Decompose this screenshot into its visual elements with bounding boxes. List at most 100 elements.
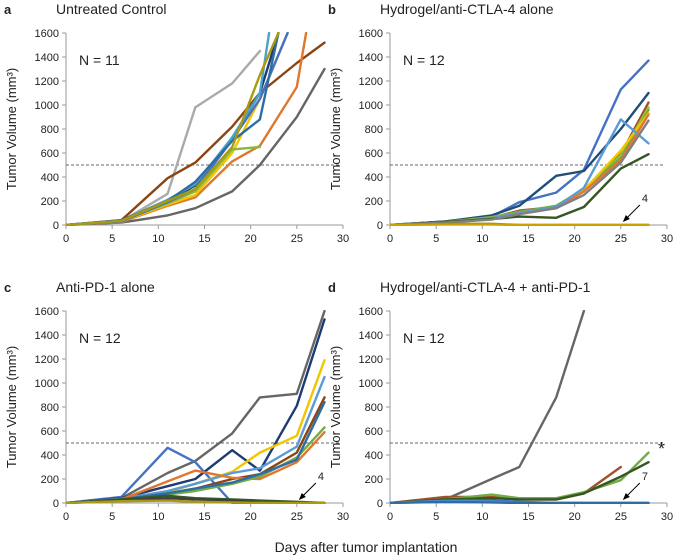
y-tick-label: 1000 <box>35 100 59 112</box>
y-axis-label: Tumor Volume (mm³) <box>4 68 19 190</box>
n-label: N = 11 <box>79 52 120 68</box>
series-line <box>390 108 650 226</box>
x-axis-label: Days after tumor implantation <box>275 539 458 555</box>
y-tick-label: 400 <box>41 450 59 462</box>
y-tick-label: 1200 <box>359 354 383 366</box>
x-tick-label: 0 <box>387 511 393 523</box>
n-label: N = 12 <box>403 330 445 346</box>
series-line <box>66 359 326 504</box>
x-tick-label: 5 <box>109 233 115 245</box>
x-tick-label: 30 <box>337 511 349 523</box>
series-line <box>66 310 326 504</box>
y-tick-label: 0 <box>53 498 59 510</box>
annotation-arrow <box>626 482 641 497</box>
y-tick-label: 1000 <box>35 378 59 390</box>
x-tick-label: 20 <box>245 511 257 523</box>
series-line <box>66 318 326 504</box>
y-tick-label: 400 <box>41 172 59 184</box>
annotation-label: 7 <box>642 471 648 483</box>
panel-label: c <box>4 280 11 295</box>
x-tick-label: 15 <box>522 511 534 523</box>
series-line <box>390 451 650 504</box>
x-tick-label: 30 <box>661 511 673 523</box>
x-tick-label: 5 <box>109 511 115 523</box>
x-tick-label: 15 <box>198 233 210 245</box>
series-group <box>390 59 650 226</box>
x-tick-label: 10 <box>152 233 164 245</box>
annotation-arrow <box>626 204 641 219</box>
n-label: N = 12 <box>79 330 121 346</box>
y-tick-label: 1200 <box>35 354 59 366</box>
y-tick-label: 600 <box>365 148 383 160</box>
y-tick-label: 1400 <box>359 52 383 64</box>
y-axis-label: Tumor Volume (mm³) <box>328 346 343 468</box>
x-tick-label: 30 <box>661 233 673 245</box>
x-tick-label: 10 <box>476 511 488 523</box>
y-tick-label: 400 <box>365 172 383 184</box>
x-tick-label: 20 <box>245 233 257 245</box>
y-tick-label: 1200 <box>35 76 59 88</box>
y-tick-label: 200 <box>365 196 383 208</box>
y-tick-label: 600 <box>365 426 383 438</box>
annotation-arrowhead <box>298 493 306 500</box>
annotation-arrow <box>302 482 317 497</box>
y-tick-label: 0 <box>377 220 383 232</box>
series-group <box>66 32 326 226</box>
panel-d: d Hydrogel/anti-CTLA-4 + anti-PD-10200400… <box>328 279 673 523</box>
y-tick-label: 800 <box>365 402 383 414</box>
y-tick-label: 1400 <box>35 330 59 342</box>
series-line <box>66 396 326 504</box>
y-tick-label: 600 <box>41 426 59 438</box>
annotation-arrowhead <box>622 493 630 500</box>
x-tick-label: 10 <box>152 511 164 523</box>
series-line <box>390 461 650 504</box>
annotation-label: 4 <box>318 471 324 483</box>
series-line <box>390 223 650 226</box>
y-tick-label: 200 <box>41 474 59 486</box>
y-tick-label: 1000 <box>359 378 383 390</box>
n-label: N = 12 <box>403 52 445 68</box>
x-tick-label: 0 <box>63 233 69 245</box>
y-tick-label: 200 <box>365 474 383 486</box>
panel-label: b <box>328 2 336 17</box>
y-tick-label: 1400 <box>359 330 383 342</box>
panel-c: c Anti-PD-1 alone020040060080010001200140… <box>4 279 349 523</box>
series-line <box>390 113 650 226</box>
y-tick-label: 0 <box>53 220 59 232</box>
y-tick-label: 1600 <box>359 28 383 40</box>
series-line <box>66 145 262 226</box>
annotation-label: 4 <box>642 193 648 205</box>
x-tick-label: 10 <box>476 233 488 245</box>
series-line <box>66 41 326 226</box>
y-axis-label: Tumor Volume (mm³) <box>4 346 19 468</box>
x-tick-label: 20 <box>569 233 581 245</box>
panel-label: d <box>328 280 336 295</box>
series-line <box>390 119 650 226</box>
x-tick-label: 25 <box>615 511 627 523</box>
x-tick-label: 25 <box>615 233 627 245</box>
y-tick-label: 1400 <box>35 52 59 64</box>
x-tick-label: 20 <box>569 511 581 523</box>
panel-title: Untreated Control <box>56 1 167 17</box>
x-tick-label: 30 <box>337 233 349 245</box>
y-tick-label: 1000 <box>359 100 383 112</box>
y-tick-label: 200 <box>41 196 59 208</box>
series-line <box>66 446 326 504</box>
series-group <box>390 310 650 504</box>
panel-b: b Hydrogel/anti-CTLA-4 alone0200400600800… <box>328 1 673 245</box>
y-tick-label: 800 <box>41 124 59 136</box>
x-tick-label: 0 <box>63 511 69 523</box>
x-tick-label: 5 <box>433 511 439 523</box>
series-line <box>66 67 326 226</box>
y-tick-label: 1600 <box>35 28 59 40</box>
x-tick-label: 25 <box>291 233 303 245</box>
y-tick-label: 600 <box>41 148 59 160</box>
series-line <box>66 32 280 226</box>
series-line <box>66 499 326 504</box>
series-line <box>390 500 650 504</box>
x-tick-label: 15 <box>198 511 210 523</box>
panel-a: a Untreated Control0200400600800100012001… <box>4 1 349 245</box>
y-tick-label: 1600 <box>35 306 59 318</box>
series-group <box>66 310 326 504</box>
